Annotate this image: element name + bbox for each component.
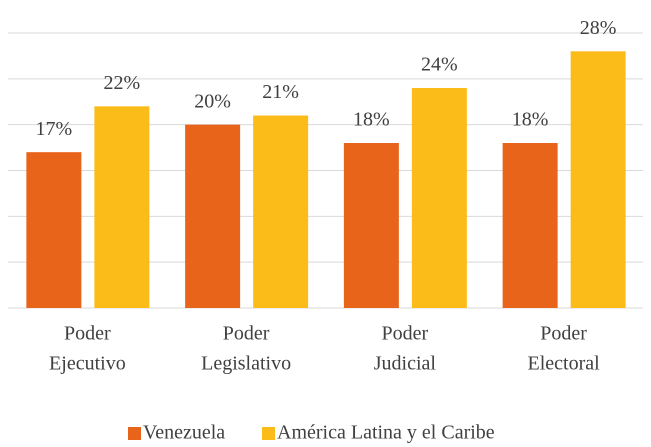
x-tick-label: Poder (382, 323, 429, 345)
data-label: 24% (421, 54, 458, 76)
bar (502, 143, 558, 308)
data-label: 20% (194, 90, 231, 112)
data-label: 28% (580, 17, 617, 39)
data-label: 18% (512, 109, 549, 131)
data-label: 21% (262, 81, 299, 103)
legend-label: Venezuela (143, 422, 225, 444)
x-tick-label: Poder (64, 323, 111, 345)
x-tick-label: Poder (223, 323, 270, 345)
data-label: 22% (104, 72, 141, 94)
bar (94, 106, 150, 308)
bar (343, 143, 399, 308)
bar (253, 115, 309, 308)
bar (570, 51, 626, 308)
bar (26, 152, 82, 308)
x-tick-label: Legislativo (201, 353, 291, 375)
bar (185, 124, 241, 309)
data-label: 17% (36, 118, 73, 140)
x-tick-label: Judicial (374, 353, 437, 375)
legend-label: América Latina y el Caribe (277, 422, 495, 444)
x-tick-label: Electoral (528, 353, 601, 375)
x-tick-label: Ejecutivo (49, 353, 126, 375)
legend-swatch (128, 427, 141, 440)
bar (411, 88, 467, 308)
legend-swatch (262, 427, 275, 440)
data-label: 18% (353, 109, 390, 131)
x-tick-label: Poder (540, 323, 587, 345)
